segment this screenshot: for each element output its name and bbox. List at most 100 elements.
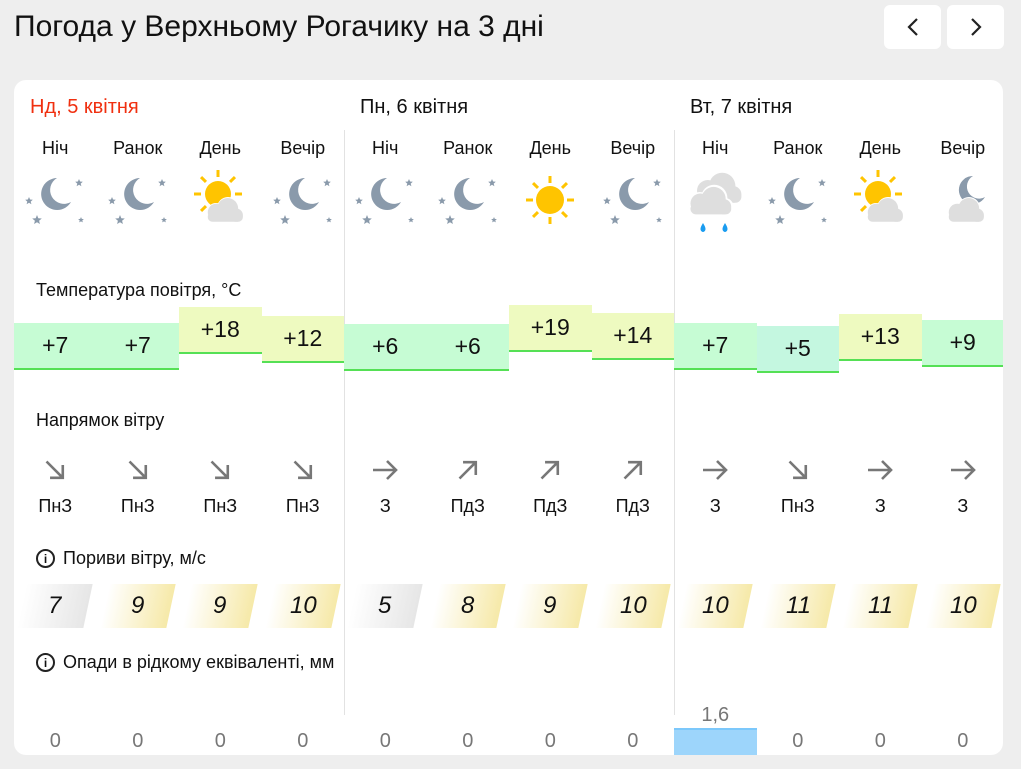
precipitation-label-text: Опади в рідкому еквіваленті, мм (63, 652, 335, 672)
wind-direction: ПнЗ (38, 496, 73, 516)
wind-arrow-icon (45, 460, 65, 480)
moon-stars-icon (437, 178, 497, 224)
forecast-card: Температура повітря, °C Напрямок вітру i… (14, 80, 1003, 755)
temperature-label-text: Температура повітря, °C (36, 280, 242, 300)
period-name: Ніч (42, 138, 69, 158)
period-name: Ніч (372, 138, 399, 158)
wind-arrow-icon (703, 460, 728, 480)
period-name: Ніч (702, 138, 729, 158)
sun-cloud-icon (854, 170, 904, 222)
period-name: Ранок (443, 138, 493, 158)
period-3: Вечір +14 ПдЗ 10 0 (591, 80, 674, 755)
chevron-right-icon (970, 18, 982, 36)
temperature-cell: +13 (839, 314, 922, 362)
wind-gust-value: 7 (48, 592, 62, 619)
moon-stars-icon (767, 178, 827, 224)
wind-arrow-icon (128, 460, 147, 480)
wind-arrow-icon (950, 460, 976, 480)
page-title: Погода у Верхньому Рогачику на 3 дні (14, 10, 544, 43)
wind-direction: З (379, 496, 391, 516)
day-date: Вт, 7 квітня (690, 96, 793, 118)
wind-gust-cell: 10 (594, 584, 671, 628)
wind-direction: З (709, 496, 721, 516)
period-0: Ніч +6 З 5 0 (344, 80, 427, 755)
wind-gust-cell: 8 (429, 584, 506, 628)
wind-gust-value: 9 (543, 592, 557, 619)
temperature-cell: +7 (14, 322, 97, 370)
precipitation-bar (674, 728, 757, 755)
wind-gust-value: 8 (460, 592, 475, 619)
wind-gust-cell: 10 (677, 584, 753, 628)
temperature-cell: +7 (96, 322, 179, 370)
precipitation-value: 0 (132, 730, 144, 752)
moon-stars-icon (25, 178, 84, 224)
period-1: Ранок +5 ПнЗ 11 0 (756, 80, 839, 755)
wind-direction: ПдЗ (533, 496, 568, 516)
wind-gust-value: 10 (289, 592, 316, 619)
precipitation-value: 0 (379, 730, 391, 752)
wind-direction: ПнЗ (285, 496, 320, 516)
divider (674, 130, 675, 715)
next-button[interactable] (947, 5, 1004, 49)
temperature-value: +9 (949, 328, 976, 355)
precipitation-value: 0 (462, 730, 474, 752)
precipitation-value: 0 (49, 730, 61, 752)
wind-gust-cell: 10 (924, 584, 1001, 628)
period-3: Вечір +9 З 10 0 (921, 80, 1003, 755)
period-0: Ніч +7 З 10 1,6 (674, 80, 757, 755)
wind-arrow-icon (623, 460, 642, 480)
moon-cloud-icon (947, 175, 985, 222)
wind-gust-cell: 9 (99, 584, 176, 628)
info-icon[interactable]: i (36, 653, 55, 672)
period-1: Ранок +7 ПнЗ 9 0 (96, 80, 179, 755)
temperature-cell: +5 (756, 325, 839, 373)
prev-button[interactable] (884, 5, 941, 49)
period-name: Вечір (280, 138, 326, 158)
chevron-left-icon (906, 18, 918, 36)
precipitation-value: 1,6 (701, 704, 730, 726)
period-name: Вечір (940, 138, 986, 158)
wind-direction: ПдЗ (615, 496, 650, 516)
wind-gust-cell: 9 (182, 584, 258, 628)
day-column: Вт, 7 квітня Ніч +7 З 10 1,6 Ранок +5 Пн… (674, 80, 1003, 755)
info-icon[interactable]: i (36, 549, 55, 568)
wind-direction: З (874, 496, 886, 516)
wind-gust-value: 11 (785, 592, 810, 619)
wind-arrow-icon (293, 460, 312, 480)
temperature-label: Температура повітря, °C (36, 280, 241, 301)
temperature-cell: +7 (674, 322, 757, 370)
temperature-cell: +12 (261, 315, 344, 363)
sun-icon (526, 176, 574, 224)
wind-gust-value: 10 (619, 592, 646, 619)
temperature-value: +6 (372, 333, 399, 360)
precipitation-label: i Опади в рідкому еквіваленті, мм (36, 652, 334, 673)
wind-gust-value: 11 (867, 592, 893, 619)
wind-gusts-label-text: Пориви вітру, м/с (63, 548, 206, 568)
wind-gust-value: 5 (378, 592, 392, 619)
wind-gust-cell: 7 (17, 584, 93, 628)
day-column: Пн, 6 квітня Ніч +6 З 5 0 Ранок +6 ПдЗ 8… (344, 80, 674, 755)
rain-cloud-icon (689, 172, 742, 233)
wind-direction: ПдЗ (450, 496, 485, 516)
temperature-cell: +6 (344, 324, 427, 372)
wind-arrow-icon (540, 460, 560, 480)
period-2: День +19 ПдЗ 9 0 (509, 80, 592, 755)
wind-direction-label-text: Напрямок вітру (36, 410, 165, 430)
precipitation-value: 0 (297, 730, 309, 752)
temperature-value: +13 (860, 323, 900, 350)
wind-gust-cell: 11 (759, 584, 836, 628)
wind-direction: З (957, 496, 969, 516)
temperature-value: +18 (200, 315, 240, 342)
moon-stars-icon (355, 178, 414, 224)
wind-gust-value: 10 (701, 592, 729, 619)
wind-direction: ПнЗ (120, 496, 155, 516)
precipitation-value: 0 (214, 730, 226, 752)
moon-stars-icon (602, 178, 662, 224)
wind-direction: ПнЗ (203, 496, 238, 516)
temperature-value: +5 (784, 334, 811, 361)
moon-stars-icon (107, 178, 167, 224)
period-name: День (529, 138, 572, 158)
temperature-value: +7 (42, 331, 69, 358)
period-2: День +13 З 11 0 (839, 80, 922, 755)
temperature-value: +7 (124, 331, 151, 358)
